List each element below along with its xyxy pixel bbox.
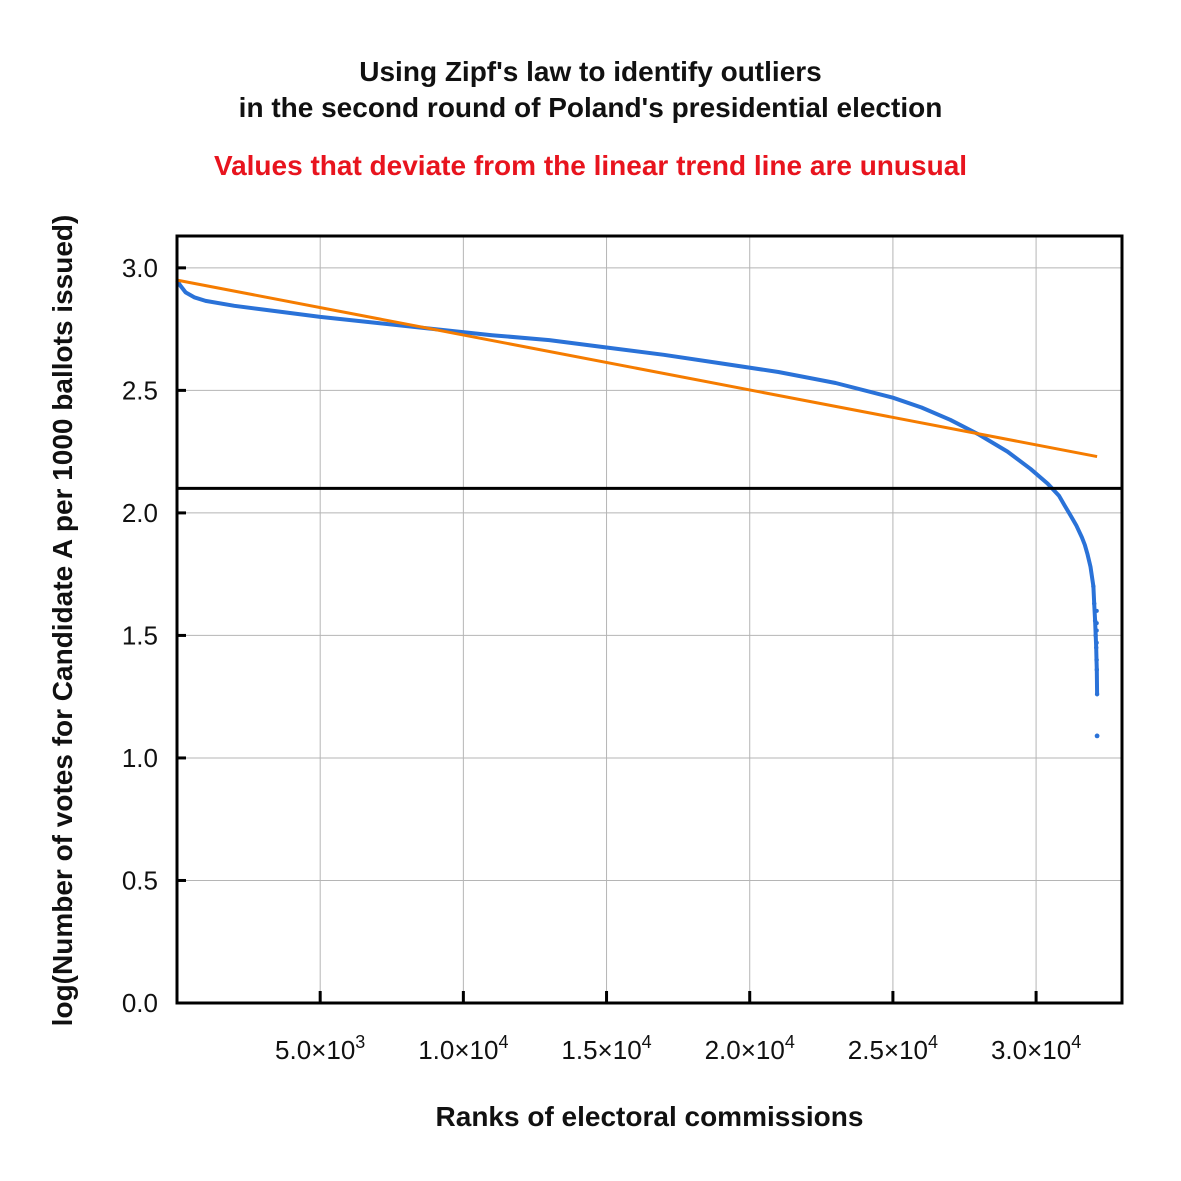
trend-line — [176, 278, 1098, 459]
data-curve — [175, 279, 1100, 695]
series-layer — [175, 278, 1100, 739]
data-point — [1093, 633, 1098, 638]
y-tick-label: 2.0 — [122, 498, 158, 528]
data-point — [1094, 608, 1099, 613]
plot-frame — [175, 234, 1124, 1005]
y-axis-label: log(Number of votes for Candidate A per … — [47, 215, 78, 1027]
y-tick-label: 3.0 — [122, 253, 158, 283]
data-point — [1094, 692, 1100, 697]
y-tick-label: 0.0 — [122, 988, 158, 1018]
x-axis-label: Ranks of electoral commissions — [436, 1101, 864, 1132]
x-tick-label: 3.0×104 — [991, 1032, 1081, 1065]
data-point — [1094, 621, 1099, 626]
chart-subtitle: Values that deviate from the linear tren… — [213, 150, 968, 181]
y-tick-label: 1.5 — [122, 620, 158, 650]
x-tick-label: 1.0×104 — [418, 1032, 508, 1065]
data-point — [1094, 657, 1099, 662]
y-tick-label: 1.0 — [122, 743, 158, 773]
y-tick-label: 2.5 — [122, 375, 158, 405]
chart-title-line-2: in the second round of Poland's presiden… — [238, 92, 943, 123]
outlier-point — [1094, 733, 1100, 739]
x-tick-label: 5.0×103 — [275, 1032, 365, 1065]
x-tick-label: 2.5×104 — [848, 1032, 938, 1065]
data-point — [1094, 640, 1099, 645]
chart-title-line-1: Using Zipf's law to identify outliers — [359, 56, 822, 87]
y-tick-label: 0.5 — [122, 865, 158, 895]
x-axis-ticks: 5.0×103 1.0×104 1.5×104 2.0×104 2.5×104 3.0×1… — [275, 991, 1081, 1065]
x-tick-label: 2.0×104 — [705, 1032, 795, 1065]
data-point — [1094, 667, 1100, 672]
data-point — [1094, 645, 1099, 650]
y-axis-ticks: 0.0 0.5 1.0 1.5 2.0 2.5 3.0 — [122, 253, 186, 1018]
data-point — [1091, 584, 1096, 589]
data-point — [1092, 601, 1097, 606]
grid-lines — [177, 236, 1122, 1003]
x-tick-label: 1.5×104 — [561, 1032, 651, 1065]
data-point — [1094, 628, 1099, 633]
